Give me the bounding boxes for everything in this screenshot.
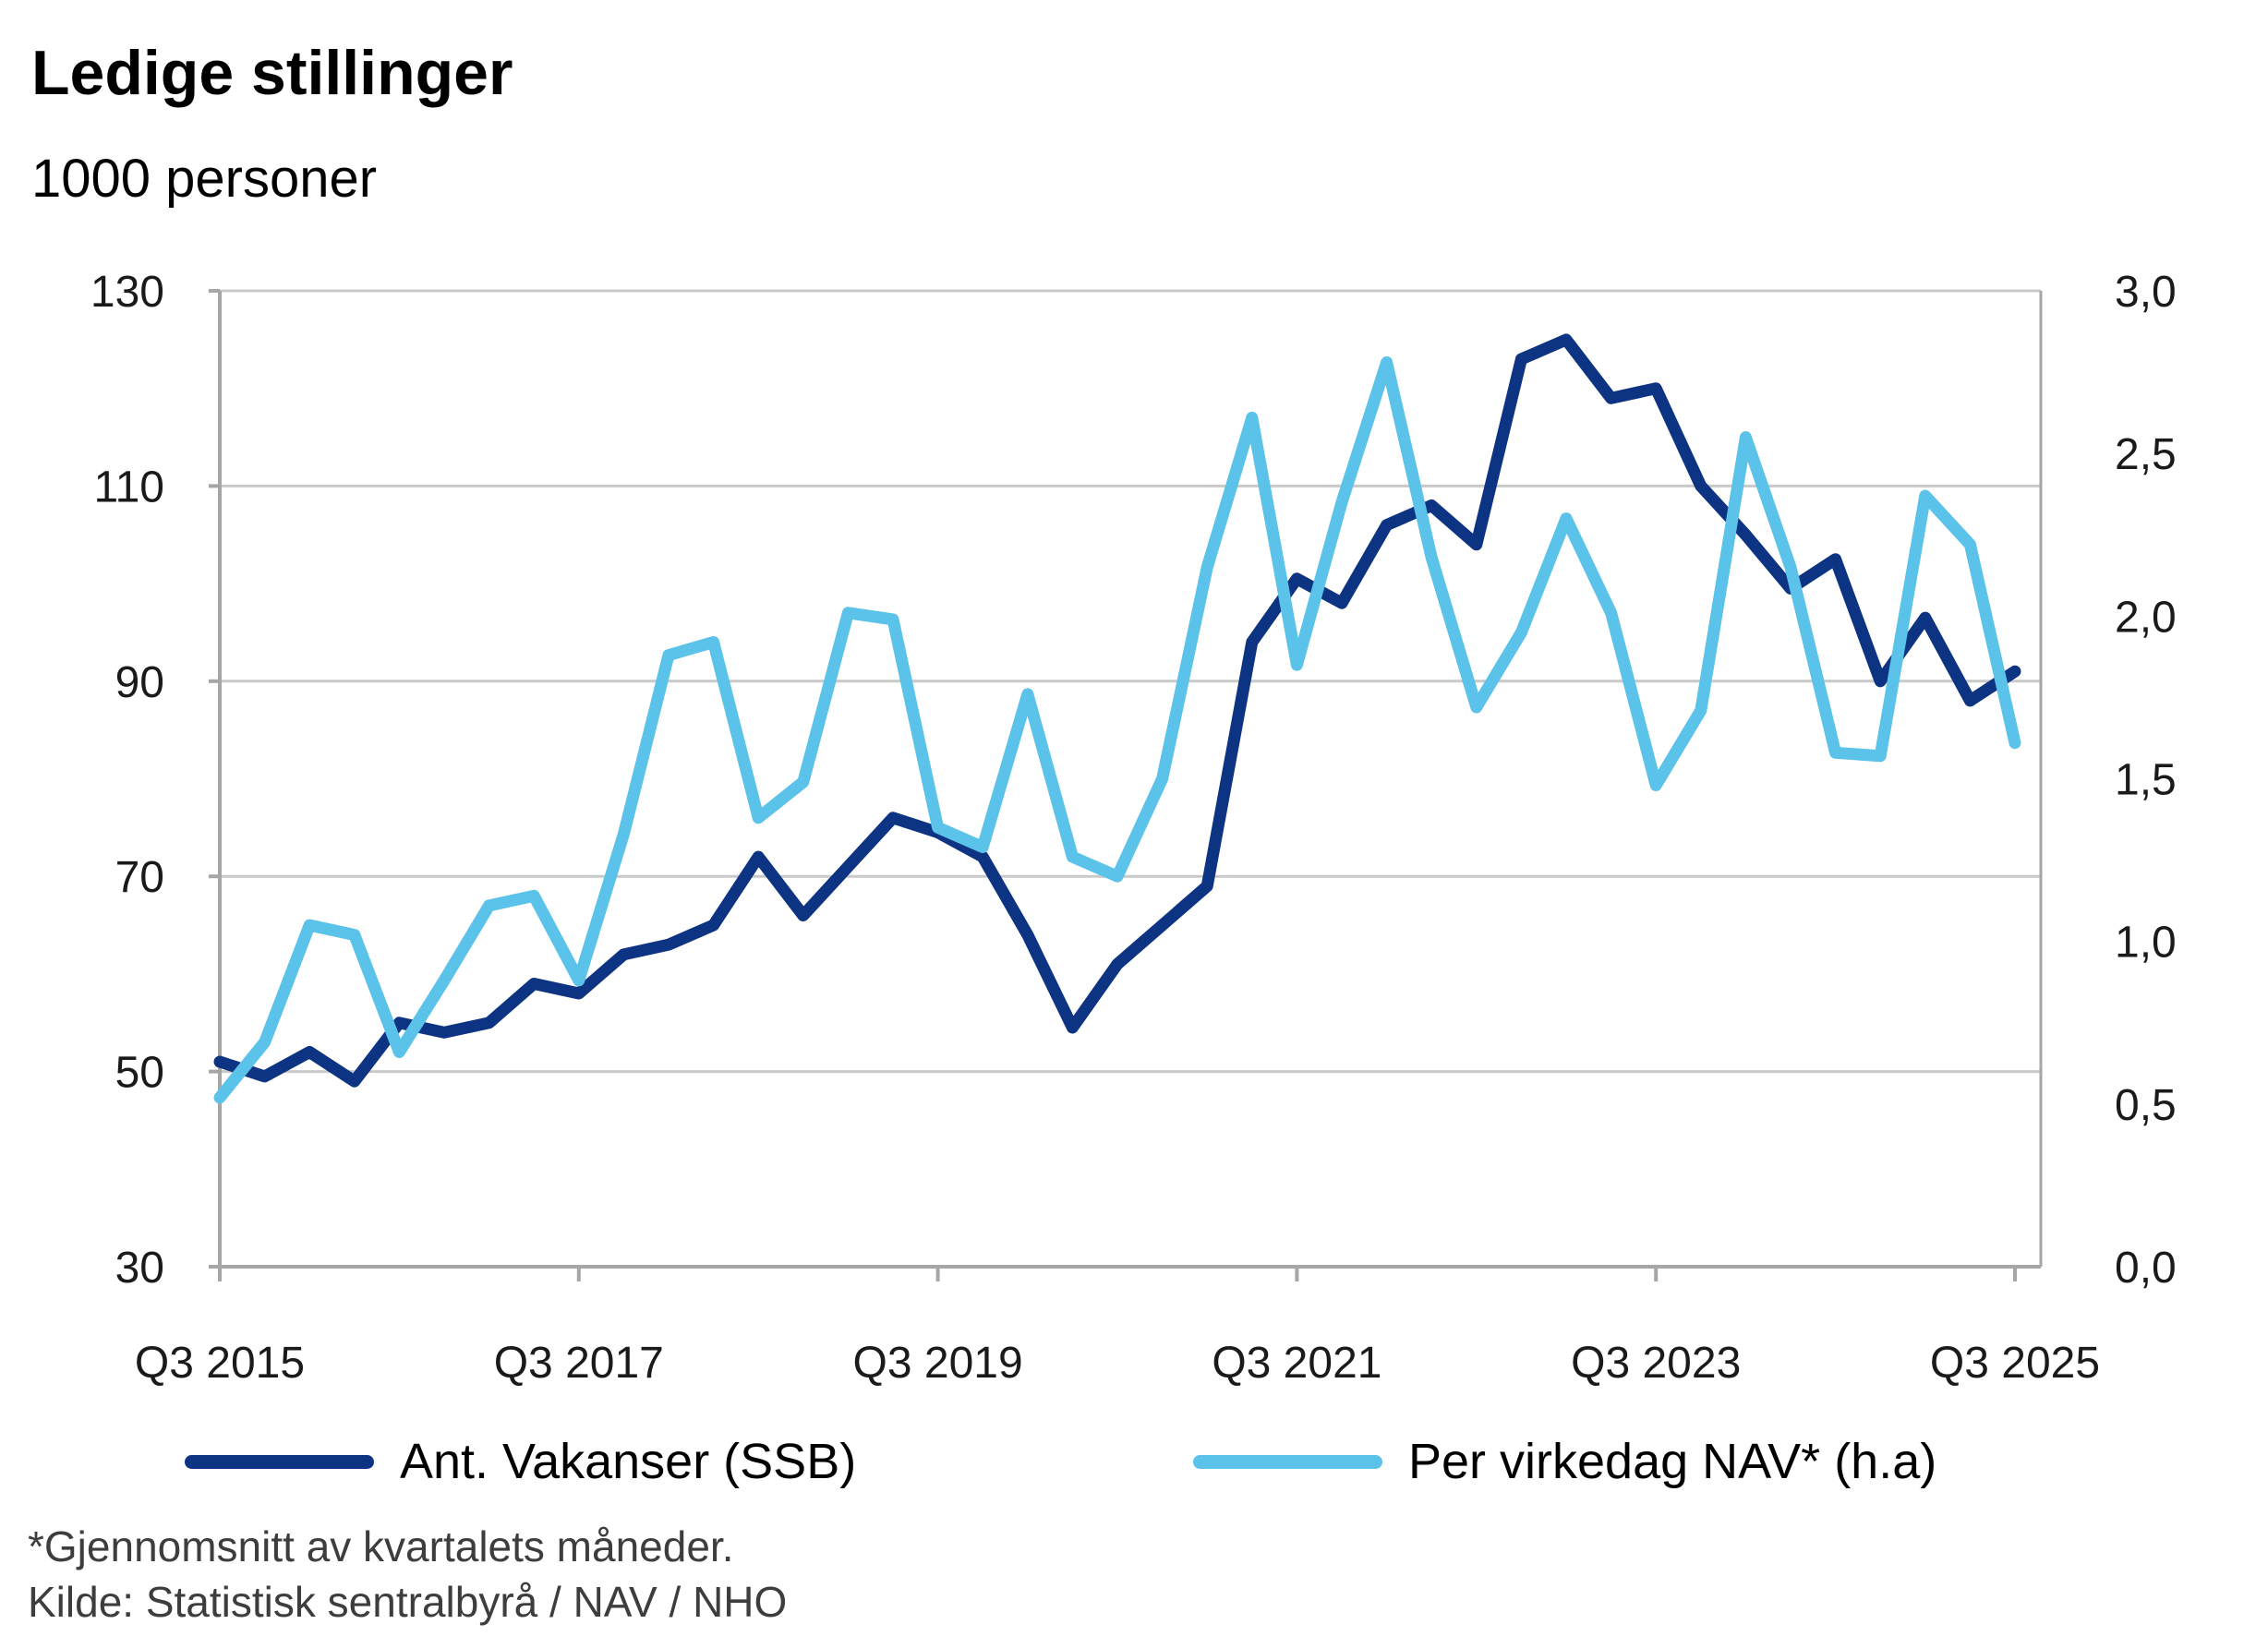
x-axis-tick-label: Q3 2025: [1930, 1339, 2100, 1388]
right-axis-tick-label: 1,5: [2115, 756, 2177, 805]
footnote-average-note: *Gjennomsnitt av kvartalets måneder.: [28, 1522, 734, 1570]
right-axis-tick-label: 1,0: [2115, 919, 2177, 968]
x-axis-tick-label: Q3 2019: [853, 1339, 1023, 1388]
axis-ticks: [209, 289, 2017, 1281]
left-axis-tick-label: 90: [115, 658, 164, 707]
x-axis-tick-label: Q3 2021: [1212, 1339, 1381, 1388]
left-axis-tick-label: 130: [90, 268, 164, 317]
nav-per-workday-line: [213, 356, 2021, 1104]
x-axis-tick-label: Q3 2023: [1571, 1339, 1741, 1388]
right-axis-tick-label: 3,0: [2115, 268, 2177, 317]
x-axis-tick-labels: Q3 2015 Q3 2017 Q3 2019 Q3 2021 Q3 2023 Q3 20…: [135, 1339, 2100, 1388]
footnote-source: Kilde: Statistisk sentralbyrå / NAV / NH…: [28, 1578, 788, 1626]
right-axis-tick-label: 2,0: [2115, 593, 2177, 642]
left-axis-unit-label: 1000 personer: [31, 149, 378, 209]
right-axis-tick-labels: 3,0 2,5 2,0 1,5 1,0 0,5 0,0: [2115, 268, 2177, 1293]
left-axis-tick-label: 30: [115, 1244, 164, 1293]
left-axis-tick-label: 70: [115, 853, 164, 902]
legend-label-ssb: Ant. Vakanser (SSB): [400, 1434, 857, 1489]
right-axis-tick-label: 0,5: [2115, 1081, 2177, 1130]
ssb-line-swatch: [185, 1454, 374, 1469]
left-axis-tick-label: 50: [115, 1049, 164, 1098]
nav-line-swatch: [1193, 1454, 1382, 1469]
legend-item-nav: Per virkedag NAV* (h.a): [1193, 1429, 1936, 1494]
ssb-vacancies-line: [213, 333, 2021, 1088]
legend: Ant. Vakanser (SSB) Per virkedag NAV* (h…: [0, 1429, 2268, 1494]
left-axis-tick-label: 110: [93, 463, 164, 511]
right-axis-tick-label: 2,5: [2115, 430, 2177, 479]
legend-item-ssb: Ant. Vakanser (SSB): [185, 1429, 856, 1494]
right-axis-tick-label: 0,0: [2115, 1244, 2177, 1293]
page-title: Ledige stillinger: [31, 38, 513, 108]
axes: [218, 291, 2043, 1269]
left-axis-tick-labels: 130 110 90 70 50 30: [90, 268, 164, 1293]
legend-label-nav: Per virkedag NAV* (h.a): [1408, 1434, 1937, 1489]
x-axis-tick-label: Q3 2017: [494, 1339, 664, 1388]
x-axis-tick-label: Q3 2015: [135, 1339, 305, 1388]
